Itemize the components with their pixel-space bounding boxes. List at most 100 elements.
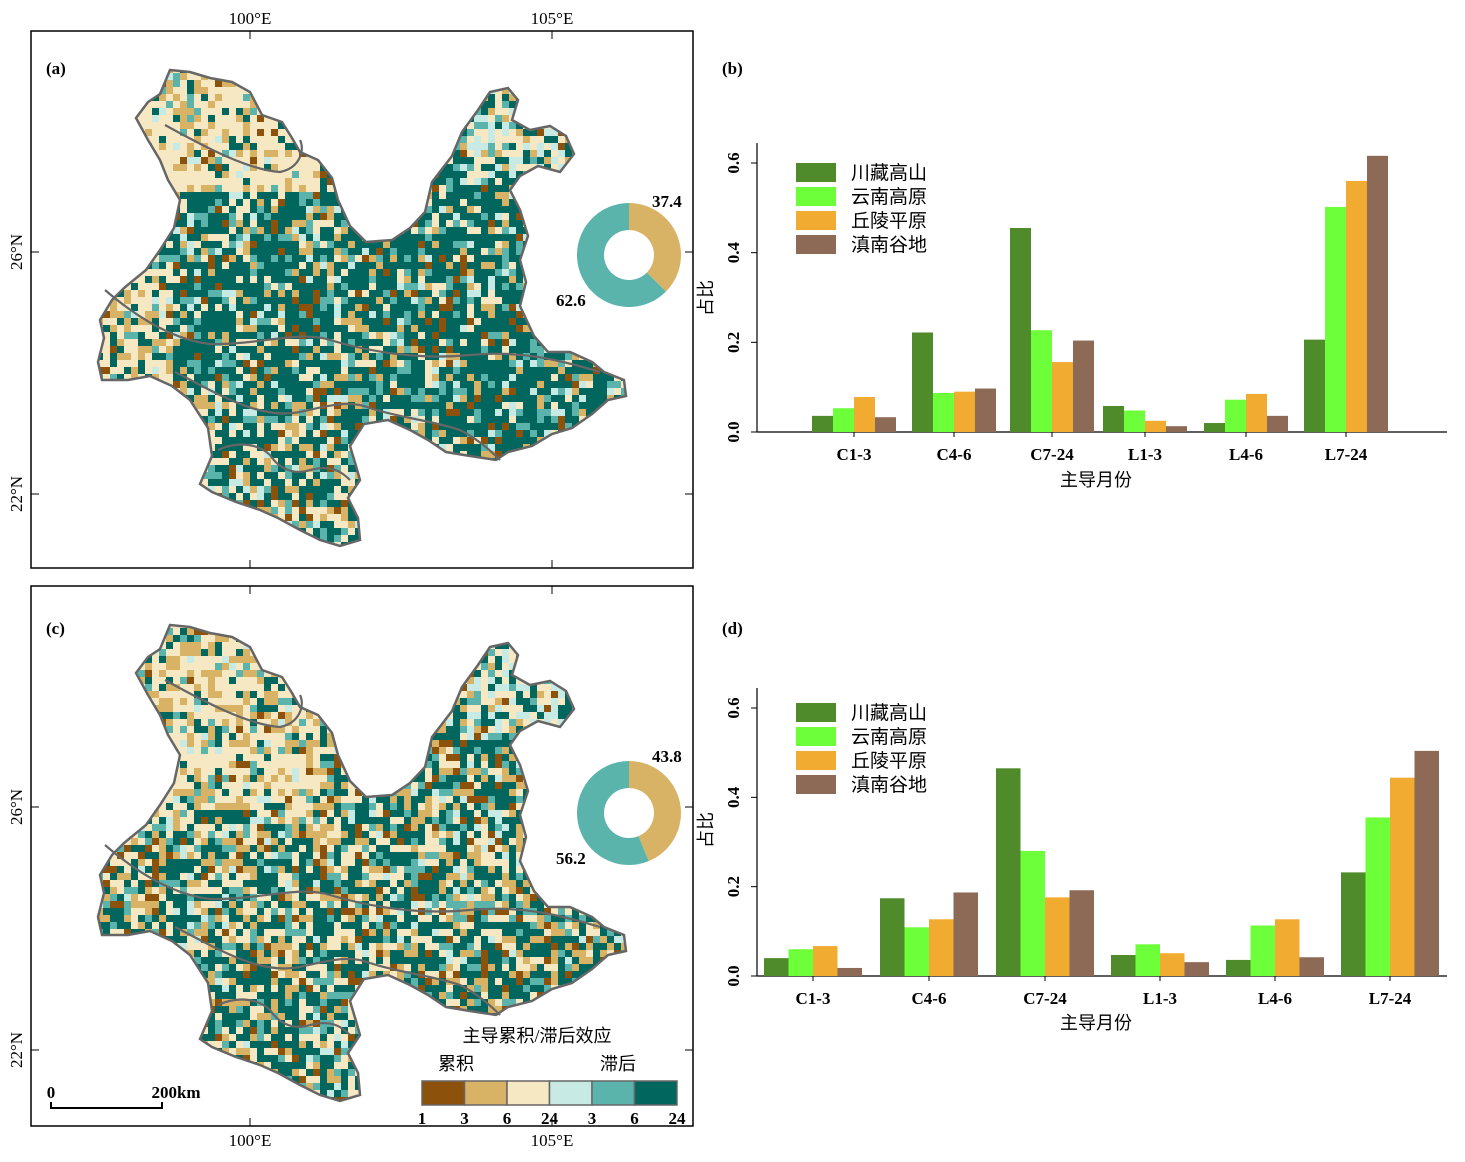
bar — [1251, 926, 1276, 976]
x-tick-label: C1-3 — [796, 989, 831, 1008]
scale-end: 200km — [151, 1083, 200, 1102]
bar — [912, 332, 933, 432]
legend-swatch — [550, 1081, 593, 1105]
x-axis-label: 主导月份 — [1060, 1013, 1132, 1033]
lat-label-22: 22°N — [7, 476, 26, 512]
legend-entry: 丘陵平原 — [851, 210, 927, 232]
donut-cum-pct-c: 43.8 — [652, 747, 682, 766]
lat-label-26: 26°N — [7, 234, 26, 270]
bar — [1267, 416, 1288, 432]
y-tick-label: 0.0 — [724, 421, 743, 442]
panel-label-d: (d) — [722, 619, 743, 638]
x-axis-label: 主导月份 — [1060, 470, 1132, 490]
legend-tick-label: 6 — [503, 1109, 512, 1128]
bar — [933, 393, 954, 432]
bar — [1145, 421, 1166, 432]
bar — [854, 397, 875, 432]
bar — [1103, 406, 1124, 432]
bar — [1185, 962, 1210, 976]
bar — [1225, 400, 1246, 432]
y-tick-label: 0.4 — [724, 242, 743, 264]
bar — [1300, 957, 1325, 976]
bar — [1166, 426, 1187, 432]
bar — [1124, 410, 1145, 432]
legend-entry: 云南高原 — [851, 726, 927, 748]
lon-label-100: 100°E — [229, 1131, 272, 1150]
bar — [975, 389, 996, 432]
bar — [905, 927, 930, 976]
bar — [1045, 897, 1070, 976]
bar — [1052, 362, 1073, 432]
bar — [1204, 423, 1225, 432]
legend-swatch — [796, 703, 836, 722]
legend-swatch — [796, 727, 836, 746]
x-tick-label: L7-24 — [1325, 445, 1368, 464]
bar — [813, 946, 838, 976]
legend-swatch — [592, 1081, 635, 1105]
y-axis-label: 占比 — [696, 280, 716, 316]
panel-label-b: (b) — [722, 59, 743, 78]
bar — [1367, 156, 1388, 432]
panel-label-c: (c) — [46, 619, 65, 638]
legend-tick-label: 24 — [669, 1109, 687, 1128]
bar — [812, 416, 833, 432]
bar — [996, 768, 1021, 976]
bar — [833, 408, 854, 432]
x-tick-label: C7-24 — [1030, 445, 1074, 464]
legend-swatch — [796, 211, 836, 230]
lon-label-105: 105°E — [531, 1131, 574, 1150]
bar — [1325, 207, 1346, 432]
bar — [1111, 955, 1136, 976]
x-tick-label: C7-24 — [1023, 989, 1067, 1008]
lat-label-22: 22°N — [7, 1032, 26, 1068]
donut-lag-pct-c: 56.2 — [556, 849, 586, 868]
x-tick-label: L1-3 — [1143, 989, 1177, 1008]
bar — [1073, 341, 1094, 432]
bar — [954, 892, 979, 976]
legend-swatches — [422, 1081, 677, 1105]
bar — [1346, 181, 1367, 432]
bar — [1021, 851, 1046, 976]
bar — [1415, 751, 1440, 976]
bar — [880, 898, 905, 976]
y-tick-label: 0.6 — [724, 697, 743, 718]
bar — [929, 919, 954, 976]
panel-label-a: (a) — [46, 59, 66, 78]
legend-cum-label: 累积 — [438, 1054, 474, 1074]
legend-tick-label: 3 — [588, 1109, 597, 1128]
bar — [1366, 817, 1391, 976]
legend-swatch — [422, 1081, 465, 1105]
bar — [1246, 394, 1267, 432]
legend-swatch — [796, 751, 836, 770]
legend-swatch — [796, 187, 836, 206]
legend-swatch — [635, 1081, 678, 1105]
bar — [1275, 919, 1300, 976]
x-tick-label: L4-6 — [1229, 445, 1263, 464]
lat-label-26: 26°N — [7, 789, 26, 825]
bar — [1031, 330, 1052, 432]
bar — [1070, 890, 1095, 976]
bar — [1136, 944, 1161, 976]
bar — [954, 392, 975, 432]
y-tick-label: 0.0 — [724, 965, 743, 986]
x-tick-label: C4-6 — [912, 989, 947, 1008]
legend-swatch — [796, 775, 836, 794]
x-tick-label: C4-6 — [937, 445, 972, 464]
legend-entry: 滇南谷地 — [851, 234, 927, 256]
bar — [789, 949, 814, 976]
legend-entry: 川藏高山 — [851, 162, 927, 184]
y-tick-label: 0.2 — [724, 876, 743, 897]
bar — [875, 417, 896, 432]
legend-tick-label: 1 — [418, 1109, 427, 1128]
y-axis-label: 占比 — [696, 812, 716, 848]
legend-entry: 丘陵平原 — [851, 750, 927, 772]
y-tick-label: 0.6 — [724, 152, 743, 173]
x-tick-label: C1-3 — [837, 445, 872, 464]
lon-label-105: 105°E — [531, 9, 574, 28]
bar — [764, 958, 789, 976]
legend-swatch — [796, 163, 836, 182]
scale-start: 0 — [47, 1083, 56, 1102]
legend-tick-label: 24 — [541, 1109, 559, 1128]
legend-title: 主导累积/滞后效应 — [462, 1026, 611, 1046]
